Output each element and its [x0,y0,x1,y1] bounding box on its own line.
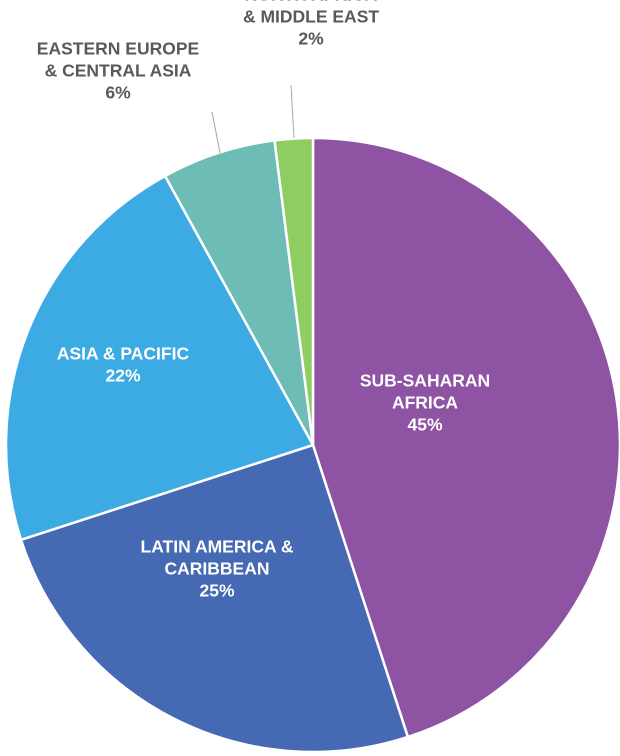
slice-label-line: SUB-SAHARAN [360,371,490,391]
pie-slices [6,138,620,752]
slice-label-eastern-europe-and-central-asia: EASTERN EUROPE & CENTRAL ASIA 6% [37,39,199,103]
slice-label-line: & MIDDLE EAST [243,7,379,27]
slice-value-label: 22% [105,366,140,386]
slice-label-line: AFRICA [392,393,458,413]
slice-label-line: ASIA & PACIFIC [57,344,190,364]
slice-value-label: 2% [298,29,324,49]
slice-label-line: CARIBBEAN [165,559,270,579]
leader-line-north-africa-and-middle-east [291,85,294,138]
leader-line-eastern-europe-and-central-asia [212,112,220,153]
slice-label-line: & CENTRAL ASIA [45,61,192,81]
slice-label-line: EASTERN EUROPE [37,39,199,59]
slice-value-label: 25% [199,581,234,601]
slice-label-line: LATIN AMERICA & [141,537,294,557]
slice-value-label: 6% [105,83,131,103]
slice-value-label: 45% [407,415,442,435]
slice-label-line: NORTH AFRICA [245,0,378,5]
